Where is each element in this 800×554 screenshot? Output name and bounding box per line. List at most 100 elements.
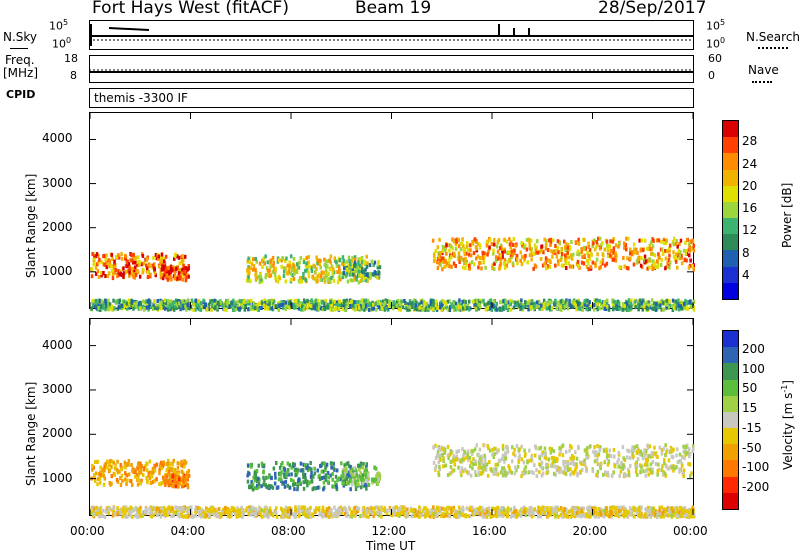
- data-cell: [365, 254, 368, 259]
- data-cell: [627, 473, 631, 478]
- data-cell: [640, 465, 643, 470]
- data-cell: [618, 242, 621, 246]
- data-cell: [280, 258, 283, 263]
- data-cell: [469, 248, 472, 253]
- nsky-trace: [89, 24, 694, 46]
- data-cell: [418, 302, 421, 307]
- data-cell: [488, 237, 492, 242]
- data-cell: [560, 307, 563, 312]
- data-cell: [585, 514, 588, 519]
- data-cell: [562, 462, 565, 466]
- data-cell: [651, 267, 654, 272]
- data-cell: [93, 478, 97, 483]
- data-cell: [254, 272, 257, 277]
- data-cell: [480, 462, 484, 466]
- data-cell: [111, 257, 114, 261]
- data-cell: [231, 307, 235, 312]
- data-cell: [678, 253, 682, 258]
- data-cell: [382, 302, 386, 307]
- data-cell: [571, 304, 574, 309]
- data-cell: [412, 298, 416, 303]
- data-cell: [565, 507, 568, 512]
- data-cell: [132, 266, 136, 271]
- data-cell: [519, 258, 522, 263]
- data-cell: [684, 298, 687, 303]
- data-cell: [156, 256, 160, 261]
- data-cell: [493, 469, 497, 474]
- data-cell: [130, 258, 134, 263]
- data-cell: [113, 306, 116, 311]
- data-cell: [255, 259, 258, 264]
- data-cell: [146, 266, 149, 271]
- data-cell: [511, 253, 514, 258]
- data-cell: [419, 305, 422, 310]
- data-cell: [127, 509, 130, 513]
- data-cell: [302, 258, 306, 262]
- data-cell: [252, 264, 256, 268]
- data-cell: [493, 452, 496, 456]
- data-cell: [252, 267, 255, 272]
- data-cell: [605, 261, 609, 266]
- data-cell: [556, 468, 560, 473]
- data-cell: [452, 302, 455, 306]
- data-cell: [555, 254, 559, 259]
- data-cell: [362, 269, 365, 274]
- data-cell: [360, 260, 364, 264]
- data-cell: [245, 278, 249, 283]
- data-cell: [367, 473, 370, 478]
- data-cell: [177, 301, 181, 306]
- data-cell: [437, 473, 441, 478]
- data-cell: [148, 264, 151, 269]
- data-cell: [255, 486, 259, 491]
- data-cell: [385, 306, 388, 311]
- data-cell: [349, 267, 352, 272]
- data-cell: [558, 452, 561, 457]
- data-cell: [333, 299, 336, 304]
- data-cell: [594, 247, 597, 252]
- data-cell: [272, 267, 276, 272]
- data-cell: [288, 305, 292, 310]
- data-cell: [136, 462, 140, 467]
- data-cell: [152, 513, 155, 518]
- data-cell: [606, 246, 609, 251]
- data-cell: [542, 298, 546, 303]
- data-cell: [492, 471, 495, 476]
- data-cell: [666, 261, 669, 266]
- radar-title: Fort Hays West (fitACF): [92, 0, 289, 18]
- data-cell: [650, 263, 654, 268]
- data-cell: [453, 462, 457, 467]
- data-cell: [353, 300, 356, 305]
- data-cell: [178, 304, 181, 309]
- data-cell: [257, 481, 261, 486]
- data-cell: [364, 298, 368, 303]
- data-cell: [543, 452, 547, 457]
- data-cell: [284, 259, 287, 263]
- data-cell: [348, 514, 352, 519]
- data-cell: [585, 306, 588, 311]
- data-cell: [659, 300, 662, 305]
- data-cell: [369, 505, 372, 510]
- data-cell: [354, 508, 358, 513]
- data-cell: [115, 255, 119, 259]
- data-cell: [174, 484, 178, 489]
- data-cell: [635, 460, 638, 465]
- data-cell: [264, 483, 267, 488]
- data-cell: [629, 251, 632, 256]
- data-cell: [626, 307, 629, 312]
- data-cell: [530, 257, 533, 262]
- data-cell: [503, 249, 506, 254]
- data-cell: [544, 242, 548, 247]
- data-cell: [478, 245, 482, 250]
- data-cell: [663, 241, 666, 246]
- data-cell: [267, 306, 270, 311]
- data-cell: [636, 251, 639, 255]
- data-cell: [91, 298, 95, 303]
- data-cell: [449, 460, 453, 464]
- data-cell: [635, 444, 639, 449]
- data-cell: [134, 470, 137, 475]
- data-cell: [504, 451, 507, 456]
- data-cell: [511, 261, 515, 266]
- data-cell: [304, 268, 307, 273]
- data-cell: [294, 305, 297, 309]
- data-cell: [587, 267, 590, 272]
